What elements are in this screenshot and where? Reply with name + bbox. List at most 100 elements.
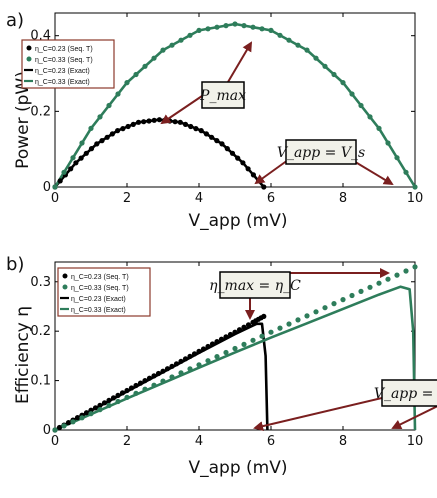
power-series-0-point bbox=[57, 178, 63, 184]
efficiency-series-1-point bbox=[412, 264, 418, 270]
efficiency-series-0-point bbox=[65, 420, 72, 426]
efficiency-series-1-point bbox=[124, 394, 130, 400]
power-series-1-point bbox=[313, 55, 319, 61]
power-series-1-point bbox=[268, 27, 274, 33]
power-x-tick-label: 2 bbox=[123, 191, 131, 206]
legend-marker-black-dot bbox=[26, 45, 32, 51]
power-legend-entry-2: η_C=0.33 (Seq. T) bbox=[35, 57, 93, 64]
power-series-0-point bbox=[135, 119, 142, 125]
power-chart: a) Power (pW) V_app (mV) 0 2 4 6 8 1000.20.4 … bbox=[6, 10, 423, 231]
power-series-1-point bbox=[331, 71, 337, 78]
efficiency-legend-entry-2: η_C=0.33 (Seq. T) bbox=[71, 285, 129, 292]
efficiency-series-1-point bbox=[169, 374, 175, 380]
power-series-0-point bbox=[109, 131, 115, 137]
power-legend-entry-3: η_C=0.23 (Exact) bbox=[35, 68, 90, 75]
power-series-1-point bbox=[367, 114, 373, 120]
power-y-tick-label: 0.2 bbox=[30, 104, 51, 119]
efficiency-series-1-point bbox=[358, 288, 364, 294]
power-series-1-point bbox=[196, 27, 202, 33]
efficiency-series-0-point bbox=[74, 415, 81, 421]
pmax-label: P_max bbox=[199, 88, 246, 104]
power-series-1-point bbox=[223, 23, 229, 29]
efficiency-series-1-point bbox=[268, 329, 274, 335]
power-series-0-point bbox=[78, 155, 84, 161]
efficiency-series-1-point bbox=[295, 317, 301, 323]
efficiency-series-1-point bbox=[277, 325, 283, 331]
efficiency-series-0-point bbox=[146, 375, 153, 381]
efficiency-series-0-point bbox=[227, 331, 234, 338]
efficiency-x-tick-label: 0 bbox=[51, 434, 59, 449]
power-series-0-point bbox=[240, 160, 246, 166]
power-series-0-point bbox=[261, 184, 267, 190]
vs-box-a bbox=[285, 139, 357, 165]
efficiency-series-0-point bbox=[115, 392, 121, 398]
power-series-1-point bbox=[295, 42, 301, 48]
power-series-1-point bbox=[376, 125, 382, 131]
efficiency-series-0-point bbox=[83, 410, 90, 416]
vs-box-b bbox=[381, 379, 437, 407]
efficiency-series-0-point bbox=[236, 327, 243, 333]
power-legend: η_C=0.23 (Seq. T) η_C=0.33 (Seq. T) η_C=… bbox=[21, 39, 115, 89]
efficiency-x-tick-label: 10 bbox=[407, 434, 424, 449]
efficiency-series-1-point bbox=[205, 358, 211, 364]
power-series-1-point bbox=[385, 140, 391, 146]
efficiency-x-axis-label: V_app (mV) bbox=[189, 458, 288, 478]
efficiency-series-0-point bbox=[155, 370, 162, 377]
efficiency-series-1-point bbox=[313, 309, 319, 315]
power-series-0-point bbox=[88, 146, 95, 152]
power-series-0-point bbox=[182, 121, 189, 127]
efficiency-series-0-point bbox=[137, 380, 144, 386]
efficiency-series-0-point bbox=[56, 424, 63, 431]
panel-b-label: b) bbox=[6, 254, 24, 275]
power-series-0-point bbox=[99, 138, 105, 144]
power-series-0-point bbox=[94, 141, 100, 147]
power-series-0-point bbox=[209, 134, 215, 140]
efficiency-chart: b) Efficiency η V_app (mV) 0 2 4 6 8 10 0 0.1 0.… bbox=[6, 254, 437, 478]
power-series-1-point bbox=[205, 26, 211, 32]
efficiency-series-1-point bbox=[367, 284, 373, 290]
power-series-1-point bbox=[412, 184, 418, 190]
efficiency-series-0-point bbox=[97, 402, 103, 408]
efficiency-series-0-point bbox=[169, 363, 175, 369]
efficiency-series-1-point bbox=[286, 321, 292, 327]
power-x-tick-label: 0 bbox=[51, 191, 59, 206]
power-series-1-point bbox=[106, 102, 112, 109]
efficiency-series-1-point bbox=[304, 313, 310, 319]
power-series-1-point bbox=[124, 80, 130, 86]
power-y-axis-label: Power (pW) bbox=[13, 71, 33, 169]
efficiency-series-0-point bbox=[205, 343, 211, 350]
vs-label-b: V_app = V_s bbox=[374, 386, 437, 402]
power-series-1-point bbox=[160, 47, 166, 53]
efficiency-series-0-point bbox=[160, 368, 166, 374]
efficiency-series-1-point bbox=[142, 386, 148, 392]
efficiency-series-1-point bbox=[259, 333, 265, 339]
power-series-0-point bbox=[104, 134, 110, 140]
efficiency-series-1-point bbox=[97, 407, 103, 413]
power-series-1-point bbox=[250, 24, 256, 30]
efficiency-x-tick-label: 8 bbox=[339, 434, 347, 449]
power-series-0-point bbox=[73, 160, 79, 166]
power-series-1-point bbox=[358, 102, 364, 109]
efficiency-series-1-point bbox=[79, 415, 85, 421]
power-series-0-point bbox=[120, 126, 126, 132]
efficiency-series-line-3 bbox=[54, 285, 417, 432]
efficiency-legend-entry-1: η_C=0.23 (Seq. T) bbox=[71, 274, 129, 281]
efficiency-series-0-point bbox=[218, 336, 225, 342]
power-series-0-point bbox=[151, 117, 157, 123]
power-series-0-point bbox=[193, 126, 199, 132]
power-x-tick-label: 6 bbox=[267, 191, 275, 206]
efficiency-series-0-point bbox=[124, 387, 130, 394]
power-series-0-point bbox=[235, 155, 241, 161]
efficiency-series-1-point bbox=[232, 345, 238, 352]
efficiency-series-1-point bbox=[340, 297, 346, 303]
efficiency-series-1-point bbox=[61, 423, 67, 429]
efficiency-series-1-point bbox=[250, 337, 256, 343]
power-series-0-point bbox=[198, 128, 204, 134]
efficiency-series-1-point bbox=[331, 301, 337, 307]
power-legend-entry-1: η_C=0.23 (Seq. T) bbox=[35, 46, 93, 53]
power-series-0-point bbox=[125, 123, 131, 130]
power-series-0-point bbox=[146, 118, 152, 124]
power-series-1-point bbox=[277, 32, 283, 38]
power-series-1-point bbox=[52, 184, 58, 190]
efficiency-series-1-point bbox=[385, 276, 391, 282]
